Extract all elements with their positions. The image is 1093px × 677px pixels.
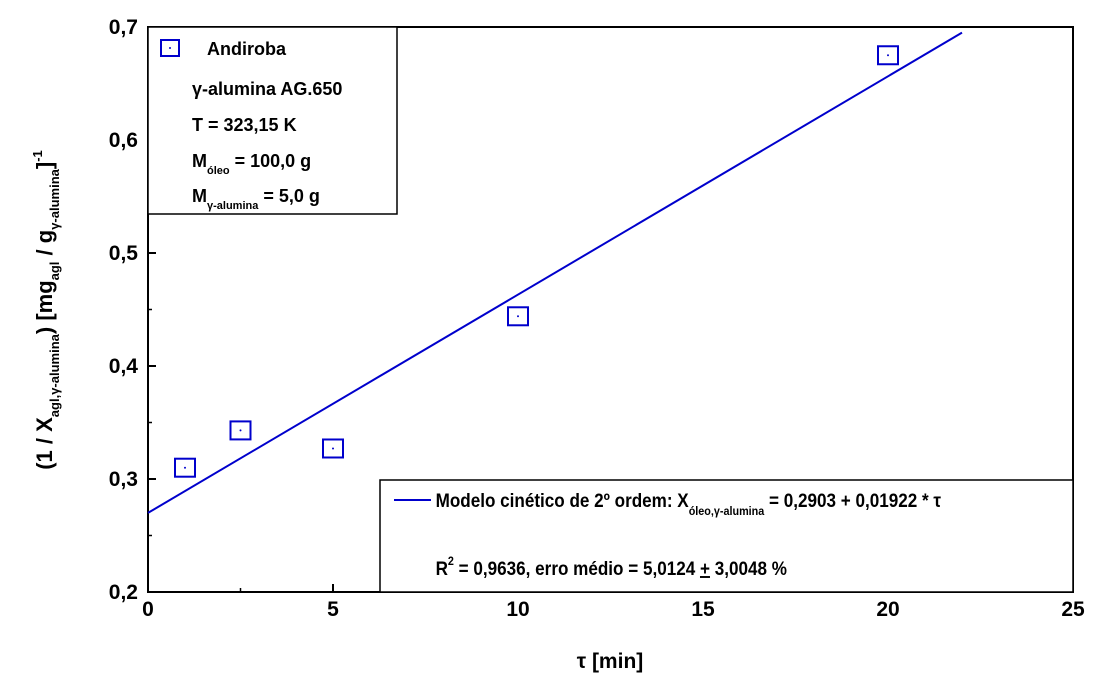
x-tick-label: 20: [876, 598, 899, 621]
x-tick-label: 15: [691, 598, 715, 621]
legend-line-oil-mass: Móleo = 100,0 g: [192, 151, 311, 177]
data-point: [877, 45, 899, 66]
legend-marker-square: [160, 39, 180, 57]
data-points: [174, 45, 899, 478]
x-tick-label: 5: [327, 598, 339, 621]
data-point-center: [517, 315, 519, 318]
y-tick-label: 0,3: [109, 468, 138, 491]
legend-series-label: Andiroba: [207, 39, 287, 59]
x-tick-label: 25: [1061, 598, 1085, 621]
x-tick-label: 10: [506, 598, 529, 621]
x-axis-title: τ [min]: [577, 650, 644, 673]
legend-line-adsorbent: γ-alumina AG.650: [192, 79, 342, 99]
legend-top-left: Andiroba γ-alumina AG.650 T = 323,15 K M…: [147, 26, 398, 215]
legend-bottom-right-frame: [379, 479, 1074, 593]
data-point: [229, 420, 252, 441]
y-tick-label: 0,5: [109, 242, 139, 265]
legend-fit-equation: Modelo cinético de 2º ordem: Xóleo,γ-alu…: [436, 490, 941, 518]
data-point-center: [332, 447, 334, 450]
data-point-center: [887, 54, 889, 57]
legend-line-alumina-mass: Mγ-alumina = 5,0 g: [192, 186, 320, 212]
data-point: [507, 306, 529, 327]
y-tick-label: 0,2: [109, 581, 138, 604]
data-point-center: [239, 429, 242, 432]
y-axis-title: (1 / Xagl,γ-alumina) [mgagl / gγ-alumina…: [30, 150, 62, 470]
legend-bottom-right: Modelo cinético de 2º ordem: Xóleo,γ-alu…: [379, 479, 1074, 593]
y-tick-label: 0,6: [109, 129, 138, 152]
data-point: [174, 457, 196, 478]
y-axis-ticks: 0,2 0,3 0,4 0,5 0,6 0,7: [109, 16, 156, 604]
legend-fit-stats: R2 = 0,9636, erro médio = 5,0124 + 3,004…: [436, 556, 787, 580]
x-tick-label: 0: [142, 598, 154, 621]
data-point: [322, 438, 344, 459]
legend-top-left-frame: [147, 26, 398, 215]
legend-line-temperature: T = 323,15 K: [192, 115, 297, 135]
fit-line: [147, 31, 963, 514]
data-point-center: [184, 466, 186, 469]
legend-marker-dot: [169, 47, 171, 49]
y-tick-label: 0,7: [109, 16, 138, 39]
y-tick-label: 0,4: [109, 355, 139, 378]
